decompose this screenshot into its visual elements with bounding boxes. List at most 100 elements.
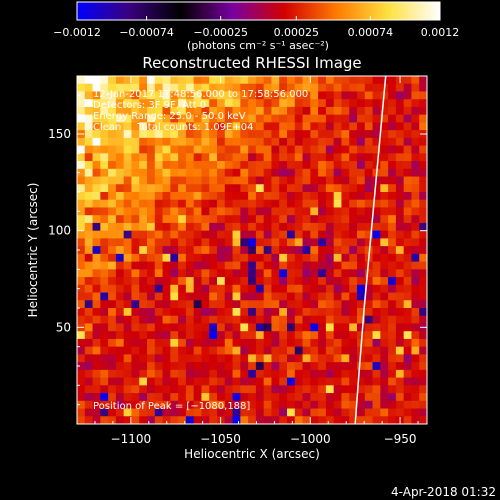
heatmap-cell [77,215,86,224]
heatmap-cell [364,416,374,424]
heatmap-cell [388,408,397,417]
heatmap-cell [139,83,148,93]
heatmap-cell [170,338,179,348]
heatmap-cell [100,145,109,154]
heatmap-cell [263,153,273,162]
heatmap-cell [224,99,234,108]
heatmap-cell [403,91,413,100]
heatmap-cell [92,416,101,424]
heatmap-cell [115,106,125,116]
heatmap-cell [209,137,218,147]
heatmap-cell [154,331,164,340]
heatmap-cell [395,99,405,108]
heatmap-cell [240,99,249,108]
heatmap-cell [224,91,234,100]
heatmap-cell [255,222,265,232]
heatmap-cell [279,168,288,178]
heatmap-cell [201,91,210,100]
heatmap-cell [92,362,101,371]
heatmap-cell [108,238,117,247]
heatmap-cell [302,308,311,317]
heatmap-cell [263,416,273,424]
heatmap-cell [178,192,187,201]
heatmap-cell [318,114,327,123]
heatmap-cell [372,277,381,286]
heatmap-cell [77,269,86,278]
heatmap-cell [185,261,195,270]
heatmap-cell [318,106,327,116]
heatmap-cell [178,269,187,278]
heatmap-cell [287,362,296,371]
heatmap-cell [139,300,148,309]
heatmap-cell [325,153,335,162]
heatmap-cell [162,199,171,209]
heatmap-cell [403,168,413,178]
heatmap-cell [263,308,273,317]
heatmap-cell [318,153,327,162]
heatmap-cell [271,168,280,178]
heatmap-cell [395,269,405,278]
heatmap-cell [162,238,171,247]
footer-date: 4-Apr-2018 01:32 [391,485,496,499]
heatmap-cell [302,323,311,332]
heatmap-cell [364,161,374,170]
heatmap-cell [380,284,389,294]
heatmap-cell [341,261,350,270]
heatmap-cell [279,83,288,93]
heatmap-cell [77,385,86,394]
heatmap-cell [255,230,265,239]
heatmap-cell [209,377,218,386]
heatmap-cell [341,269,350,278]
heatmap-cell [287,238,296,247]
heatmap-cell [139,253,148,263]
heatmap-cell [279,106,288,116]
heatmap-cell [318,300,327,309]
heatmap-cell [333,122,343,131]
heatmap-cell [411,362,420,371]
heatmap-cell [248,192,257,201]
heatmap-cell [263,331,273,340]
heatmap-cell [287,253,296,263]
heatmap-cell [419,192,427,201]
heatmap-cell [147,122,156,131]
heatmap-cell [403,130,413,139]
heatmap-cell [357,137,366,147]
heatmap-cell [388,300,397,309]
heatmap-cell [333,76,343,85]
heatmap-cell [131,253,140,263]
heatmap-cell [232,308,241,317]
heatmap-cell [84,253,94,263]
heatmap-cell [395,408,405,417]
heatmap-cell [162,338,171,348]
heatmap-cell [209,114,218,123]
heatmap-cell [279,362,288,371]
heatmap-cell [279,161,288,170]
heatmap-cell [139,315,148,325]
heatmap-cell [333,91,343,100]
heatmap-cell [411,99,420,108]
heatmap-cell [240,246,249,255]
heatmap-cell [325,122,335,131]
heatmap-cell [403,377,413,386]
heatmap-cell [232,300,241,309]
heatmap-cell [349,83,358,93]
heatmap-cell [372,400,381,410]
heatmap-cell [170,346,179,355]
heatmap-cell [263,338,273,348]
heatmap-cell [341,354,350,363]
heatmap-cell [310,385,319,394]
heatmap-cell [100,393,109,402]
heatmap-cell [131,277,140,286]
heatmap-cell [255,184,265,193]
heatmap-cell [302,246,311,255]
heatmap-cell [349,377,358,386]
heatmap-cell [318,238,327,247]
heatmap-cell [341,122,350,131]
heatmap-cell [147,114,156,123]
heatmap-cell [294,222,304,232]
heatmap-cell [310,277,319,286]
heatmap-cell [372,362,381,371]
heatmap-cell [224,377,234,386]
heatmap-cell [248,400,257,410]
heatmap-cell [224,338,234,348]
